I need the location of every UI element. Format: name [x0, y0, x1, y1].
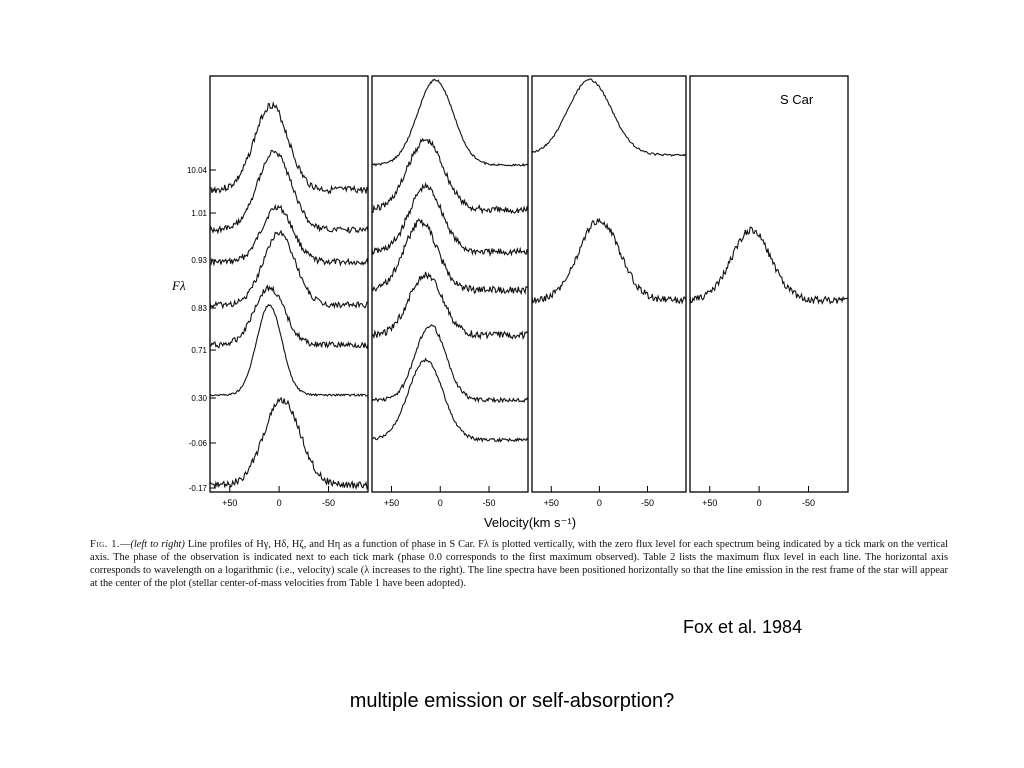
spectrum-line: [371, 323, 529, 404]
y-axis-group: 10.04 1.01 0.93 0.83 0.71 0.30 -0.06 -0.17: [187, 166, 216, 493]
caption-text: Line profiles of Hγ, Hδ, Hζ, and Hη as a…: [90, 539, 949, 589]
x-tick-label: -50: [802, 498, 815, 508]
spectrum-line: [371, 78, 529, 167]
x-tick-label: 0: [438, 498, 443, 508]
spectrum-line: [371, 181, 529, 258]
figure-caption: Fig. 1.—(left to right) Line profiles of…: [90, 539, 949, 589]
spectrum-line: [689, 226, 849, 305]
panel-frame: [531, 75, 687, 493]
phase-tick-label: 0.30: [191, 394, 207, 403]
x-tick-label: 0: [277, 498, 282, 508]
spectrum-line: [531, 78, 687, 157]
spectrum-line: [209, 303, 369, 397]
x-tick-label: +50: [544, 498, 559, 508]
x-tick-label: -50: [482, 498, 495, 508]
spectrum-line: [371, 137, 529, 215]
spectrum-line: [209, 101, 369, 195]
phase-tick-label: 1.01: [191, 209, 207, 218]
spectrum-line: [209, 229, 369, 310]
line-profile-figure: +50 0 -50 +50 0 -50 +50 0 -50 +50 0 -50 10.04 1.01 0.…: [171, 75, 849, 530]
panel-frame: [209, 75, 369, 493]
panels-group: +50 0 -50 +50 0 -50 +50 0 -50 +50 0 -50: [209, 75, 849, 508]
star-name-annotation: S Car: [780, 92, 814, 107]
spectrum-line: [209, 396, 369, 491]
caption-lead: (left to right): [130, 539, 185, 550]
spectrum-line: [371, 271, 529, 341]
phase-tick-label: 0.93: [191, 256, 207, 265]
x-tick-label: +50: [222, 498, 237, 508]
x-tick-label: -50: [641, 498, 654, 508]
x-tick-label: +50: [702, 498, 717, 508]
x-tick-label: -50: [322, 498, 335, 508]
x-axis-label: Velocity(km s⁻¹): [484, 515, 576, 530]
spectrum-line: [531, 217, 687, 305]
x-tick-label: 0: [757, 498, 762, 508]
spectrum-line: [209, 203, 369, 267]
spectrum-line: [209, 284, 369, 350]
phase-tick-label: -0.06: [189, 439, 208, 448]
slide-question: multiple emission or self-absorption?: [349, 690, 675, 712]
citation-credit: Fox et al. 1984: [683, 617, 803, 637]
x-tick-label: +50: [384, 498, 399, 508]
caption-fig-label: Fig. 1.: [90, 539, 121, 550]
spectrum-line: [371, 218, 529, 296]
y-axis-label: Fλ: [171, 278, 186, 293]
spectrum-line: [371, 357, 529, 443]
spectrum-line: [209, 149, 369, 235]
phase-tick-label: -0.17: [189, 484, 208, 493]
panel-frame: [689, 75, 849, 493]
phase-tick-label: 0.83: [191, 304, 207, 313]
phase-tick-label: 10.04: [187, 166, 208, 175]
panel-frame: [371, 75, 529, 493]
phase-tick-label: 0.71: [191, 346, 207, 355]
x-tick-label: 0: [597, 498, 602, 508]
